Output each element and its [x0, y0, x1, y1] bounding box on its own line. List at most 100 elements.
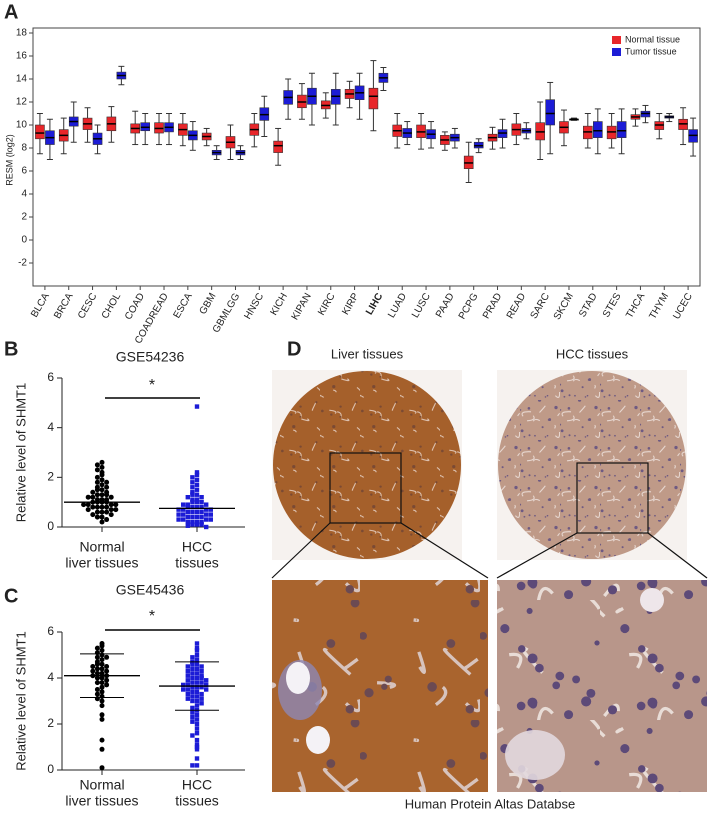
data-point: [108, 494, 114, 500]
y-axis-label: Relative level of SHMT1: [13, 631, 28, 770]
data-point: [94, 654, 100, 660]
data-point: [194, 404, 200, 409]
data-point: [90, 494, 96, 500]
data-point: [194, 497, 200, 502]
data-point: [194, 694, 200, 699]
x-tick-label: PRAD: [481, 291, 504, 321]
x-tick-label: STES: [601, 291, 624, 319]
x-tick-label: CHOL: [100, 291, 124, 321]
data-point: [204, 517, 209, 522]
data-point: [99, 765, 105, 771]
box: [368, 87, 379, 110]
data-point: [108, 502, 114, 508]
y-axis-label: RESM (log2): [4, 134, 14, 186]
data-point: [190, 492, 195, 497]
data-point: [190, 480, 195, 485]
zoom-box: [576, 462, 649, 534]
data-point: [99, 643, 105, 649]
data-point: [181, 507, 186, 512]
legend-label: Normal tissue: [625, 34, 680, 44]
data-point: [99, 693, 105, 699]
y-tick-label: 0: [47, 762, 54, 776]
data-point: [99, 737, 105, 743]
data-point: [99, 746, 105, 752]
data-point: [204, 687, 209, 692]
data-point: [194, 717, 200, 722]
data-point: [185, 668, 190, 674]
data-point: [99, 698, 105, 704]
data-point: [194, 666, 200, 671]
data-point: [194, 504, 200, 510]
data-point: [99, 647, 105, 653]
x-tick-label: SARC: [529, 291, 552, 321]
data-point: [99, 661, 105, 667]
data-point: [99, 477, 105, 483]
data-point: [104, 504, 110, 510]
data-point: [194, 487, 200, 492]
data-point: [185, 664, 190, 669]
x-tick-label: THYM: [647, 291, 671, 321]
y-tick-label: 12: [16, 97, 28, 108]
data-point: [85, 507, 91, 513]
x-tick-label: KIRC: [316, 291, 337, 317]
data-point: [194, 744, 200, 750]
y-tick-label: 14: [16, 74, 28, 85]
data-point: [185, 504, 190, 510]
data-point: [194, 641, 200, 646]
data-point: [194, 703, 200, 708]
data-point: [185, 696, 190, 701]
data-point: [204, 524, 209, 530]
y-tick-label: 4: [21, 189, 27, 200]
panel-label: D: [287, 338, 301, 360]
data-point: [99, 487, 105, 493]
data-point: [190, 685, 195, 690]
data-point: [94, 650, 100, 656]
data-point: [194, 721, 200, 727]
data-point: [99, 684, 105, 690]
vessel: [306, 726, 330, 754]
data-point: [94, 462, 100, 468]
data-point: [199, 504, 204, 510]
data-point: [99, 472, 105, 478]
data-point: [90, 504, 96, 510]
data-point: [199, 514, 204, 520]
x-tick-label: tissues: [175, 793, 219, 809]
x-tick-label: liver tissues: [65, 555, 138, 571]
x-tick-label: GBM: [198, 291, 219, 316]
data-point: [199, 685, 204, 690]
data-point: [99, 666, 105, 672]
data-point: [190, 714, 195, 720]
data-point: [181, 517, 186, 522]
data-point: [190, 519, 195, 525]
data-point: [194, 470, 200, 475]
data-point: [194, 685, 200, 690]
data-point: [190, 497, 195, 502]
data-point: [104, 664, 110, 669]
y-tick-label: 10: [16, 120, 28, 131]
zoom-box: [329, 452, 402, 524]
data-point: [190, 655, 195, 660]
data-point: [194, 756, 200, 761]
data-point: [90, 668, 96, 674]
data-point: [104, 677, 110, 683]
data-point: [94, 487, 100, 493]
x-tick-label: READ: [505, 291, 528, 321]
y-tick-label: -2: [18, 258, 27, 269]
data-point: [94, 691, 100, 697]
data-point: [190, 485, 195, 490]
data-point: [199, 499, 204, 505]
y-tick-label: 2: [47, 470, 54, 484]
data-point: [181, 682, 186, 688]
significance-label: *: [149, 608, 155, 625]
data-point: [204, 678, 209, 683]
data-point: [190, 666, 195, 671]
data-point: [190, 475, 195, 480]
data-point: [194, 747, 200, 752]
x-tick-label: Normal: [79, 777, 124, 793]
legend-swatch: [612, 36, 621, 44]
data-point: [194, 499, 200, 505]
data-point: [194, 698, 200, 704]
x-tick-label: UCEC: [671, 291, 695, 321]
data-point: [204, 512, 209, 517]
